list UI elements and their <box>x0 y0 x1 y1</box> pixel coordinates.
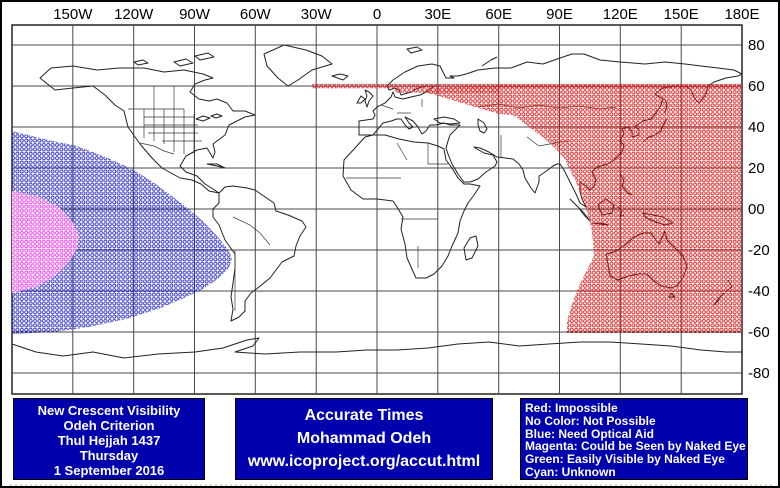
legend-red: Red: Impossible <box>525 401 618 415</box>
lon-label-120e: 120E <box>603 6 638 23</box>
lat-label-minus80: -80 <box>748 365 770 382</box>
red-impossible-zone <box>424 85 742 333</box>
red-lat60-line <box>312 83 742 89</box>
lat-label-20: 20 <box>748 160 765 177</box>
credit-box: Accurate Times Mohammad Odeh www.icoproj… <box>235 398 493 480</box>
lon-label-150w: 150W <box>53 6 93 23</box>
lat-label-40: 40 <box>748 119 765 136</box>
visibility-title: New Crescent Visibility <box>37 403 181 418</box>
lon-label-30e: 30E <box>424 6 451 23</box>
red-lat60-line-2 <box>395 88 499 93</box>
lat-label-60: 60 <box>748 78 765 95</box>
magenta-naked-eye-zone <box>12 191 79 293</box>
weekday: Thursday <box>79 448 139 463</box>
lat-label-00: 00 <box>748 201 765 218</box>
visibility-zones <box>12 83 742 334</box>
blue-optical-aid-zone <box>12 131 232 334</box>
legend-box: Red: Impossible No Color: Not Possible B… <box>520 398 748 480</box>
criterion-label: Odeh Criterion <box>63 418 155 433</box>
lon-label-90e: 90E <box>546 6 573 23</box>
longitude-axis: 150W 120W 90W 60W 30W 0 30E 60E 90E 120E… <box>53 6 759 23</box>
program-name: Accurate Times <box>304 407 424 424</box>
legend-magenta: Magenta: Could be Seen by Naked Eye <box>525 439 746 454</box>
lat-label-80: 80 <box>748 37 765 54</box>
legend-nocolor: No Color: Not Possible <box>525 413 656 428</box>
lon-label-150e: 150E <box>664 6 699 23</box>
lon-label-0: 0 <box>373 6 381 23</box>
latitude-axis: 80 60 40 20 00 -20 -40 -60 -80 <box>748 37 770 382</box>
lat-label-minus20: -20 <box>748 242 770 259</box>
visibility-info-box: New Crescent Visibility Odeh Criterion T… <box>13 398 205 480</box>
legend-cyan: Cyan: Unknown <box>525 464 616 479</box>
legend-blue: Blue: Need Optical Aid <box>525 426 654 441</box>
lat-label-minus60: -60 <box>748 324 770 341</box>
gregorian-date: 1 September 2016 <box>53 463 165 478</box>
legend-green: Green: Easily Visible by Naked Eye <box>525 452 725 467</box>
lon-label-120w: 120W <box>114 6 154 23</box>
lon-label-30w: 30W <box>301 6 333 23</box>
website-url: www.icoproject.org/accut.html <box>247 453 481 470</box>
author-name: Mohammad Odeh <box>296 430 432 447</box>
lon-label-60w: 60W <box>240 6 272 23</box>
lon-label-180e: 180E <box>724 6 759 23</box>
lat-label-minus40: -40 <box>748 283 770 300</box>
hijri-date: Thul Hejjah 1437 <box>57 433 161 448</box>
lon-label-60e: 60E <box>485 6 512 23</box>
lon-label-90w: 90W <box>179 6 211 23</box>
